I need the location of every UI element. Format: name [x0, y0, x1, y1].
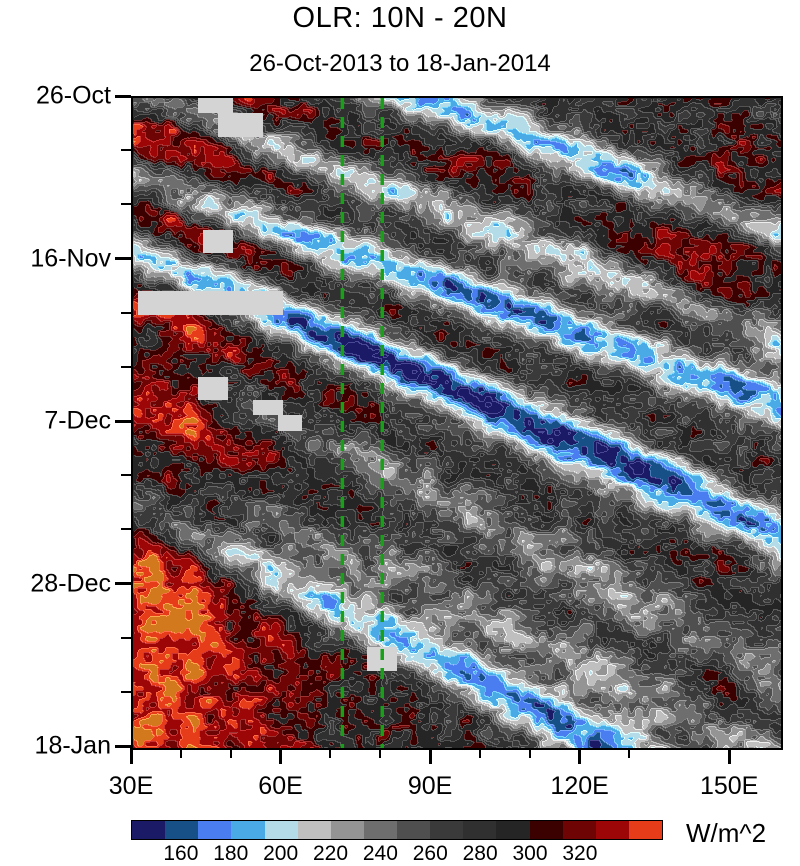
colorbar-swatch[interactable] [198, 821, 232, 839]
x-tick-minor [528, 748, 531, 758]
colorbar-swatch[interactable] [330, 821, 364, 839]
x-tick-minor [229, 748, 232, 758]
colorbar-swatch[interactable] [562, 821, 596, 839]
y-tick-minor [121, 474, 131, 477]
colorbar-swatch[interactable] [529, 821, 563, 839]
x-tick-minor [329, 748, 332, 758]
x-tick-major [727, 748, 731, 764]
y-tick-major [115, 94, 131, 98]
x-tick-label: 120E [550, 772, 609, 800]
colorbar-tick-label: 300 [512, 842, 548, 865]
x-tick-major [428, 748, 432, 764]
x-tick-minor [478, 748, 481, 758]
x-tick-major [129, 748, 133, 764]
page-title: OLR: 10N - 20N [292, 2, 508, 34]
y-tick-minor [121, 636, 131, 639]
y-tick-minor [121, 690, 131, 693]
x-tick-label: 90E [407, 772, 453, 800]
colorbar-swatches[interactable] [131, 820, 663, 840]
hovmoller-heatmap[interactable] [133, 98, 781, 748]
colorbar-swatch[interactable] [264, 821, 298, 839]
y-tick-major [115, 257, 131, 260]
colorbar-swatch[interactable] [297, 821, 331, 839]
x-tick-label: 150E [699, 772, 759, 800]
x-tick-minor [179, 748, 182, 758]
plot-area[interactable] [131, 96, 783, 750]
y-tick-label: 16-Nov [30, 244, 111, 272]
colorbar-swatch[interactable] [397, 821, 431, 839]
colorbar-swatch[interactable] [496, 821, 530, 839]
y-tick-major [115, 419, 131, 423]
y-tick-minor [121, 311, 131, 314]
colorbar-swatch[interactable] [463, 821, 497, 839]
colorbar[interactable]: 160 180 200 220 240 260 280 300 320 [131, 820, 663, 865]
colorbar-tick-label: 220 [312, 842, 349, 865]
y-tick-major [115, 582, 131, 585]
x-tick-label: 30E [108, 772, 154, 800]
y-tick-major [115, 744, 131, 748]
colorbar-swatch[interactable] [430, 821, 464, 839]
y-tick-minor [121, 528, 131, 531]
colorbar-swatch[interactable] [132, 821, 166, 839]
colorbar-units-label: W/m^2 [686, 818, 767, 848]
y-tick-label: 7-Dec [44, 406, 111, 435]
y-tick-minor [121, 365, 131, 368]
colorbar-tick-label: 280 [462, 842, 498, 865]
x-tick-minor [379, 748, 382, 758]
x-tick-minor [628, 748, 631, 758]
colorbar-swatch[interactable] [165, 821, 199, 839]
colorbar-swatch[interactable] [231, 821, 265, 839]
x-tick-major [279, 748, 283, 764]
colorbar-tick-label: 160 [163, 842, 199, 865]
y-tick-minor [121, 203, 131, 206]
figure-subtitle: 26-Oct-2013 to 18-Jan-2014 [249, 50, 551, 77]
x-tick-major [578, 748, 582, 764]
colorbar-tick-label: 260 [412, 842, 448, 865]
y-tick-label: 26-Oct [35, 81, 111, 110]
x-tick-label: 60E [258, 772, 303, 800]
colorbar-tick-label: 320 [562, 842, 598, 865]
colorbar-swatch[interactable] [363, 821, 397, 839]
y-tick-label: 18-Jan [34, 731, 111, 760]
colorbar-swatch[interactable] [628, 821, 662, 839]
colorbar-swatch[interactable] [595, 821, 629, 839]
y-tick-label: 28-Dec [30, 569, 111, 597]
colorbar-tick-label: 200 [263, 842, 299, 865]
colorbar-tick-label: 240 [362, 842, 398, 865]
y-tick-minor [121, 149, 131, 152]
colorbar-tick-label: 180 [213, 842, 249, 865]
